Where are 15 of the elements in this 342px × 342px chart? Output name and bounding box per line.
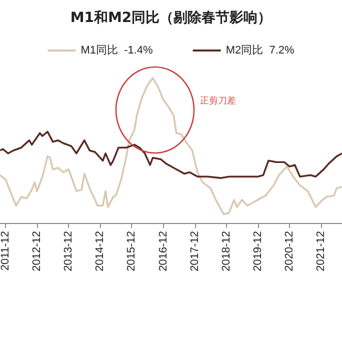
x-tick-label: 2020-12 [283,231,296,272]
chart-title: M1和M2同比（剔除春节影响） [70,10,272,26]
x-tick-label: 2018-12 [220,231,232,272]
x-tick-label: 2013-12 [62,231,75,272]
x-tick-label: 2017-12 [188,231,201,272]
x-tick-label: 2021-12 [315,231,328,272]
x-tick-label: 2016-12 [157,231,170,272]
x-tick-label: 2019-12 [252,231,264,272]
x-tick-label: 2015-12 [126,231,138,272]
x-tick-label: 2014-12 [94,231,106,272]
x-tick-label: 2012-12 [31,231,44,272]
legend-label: M1同比 -1.4% [80,44,154,56]
legend-label: M2同比 7.2% [226,44,295,56]
annotation: 正剪刀差 [200,96,236,106]
x-tick-label: 2011-12 [0,231,12,271]
